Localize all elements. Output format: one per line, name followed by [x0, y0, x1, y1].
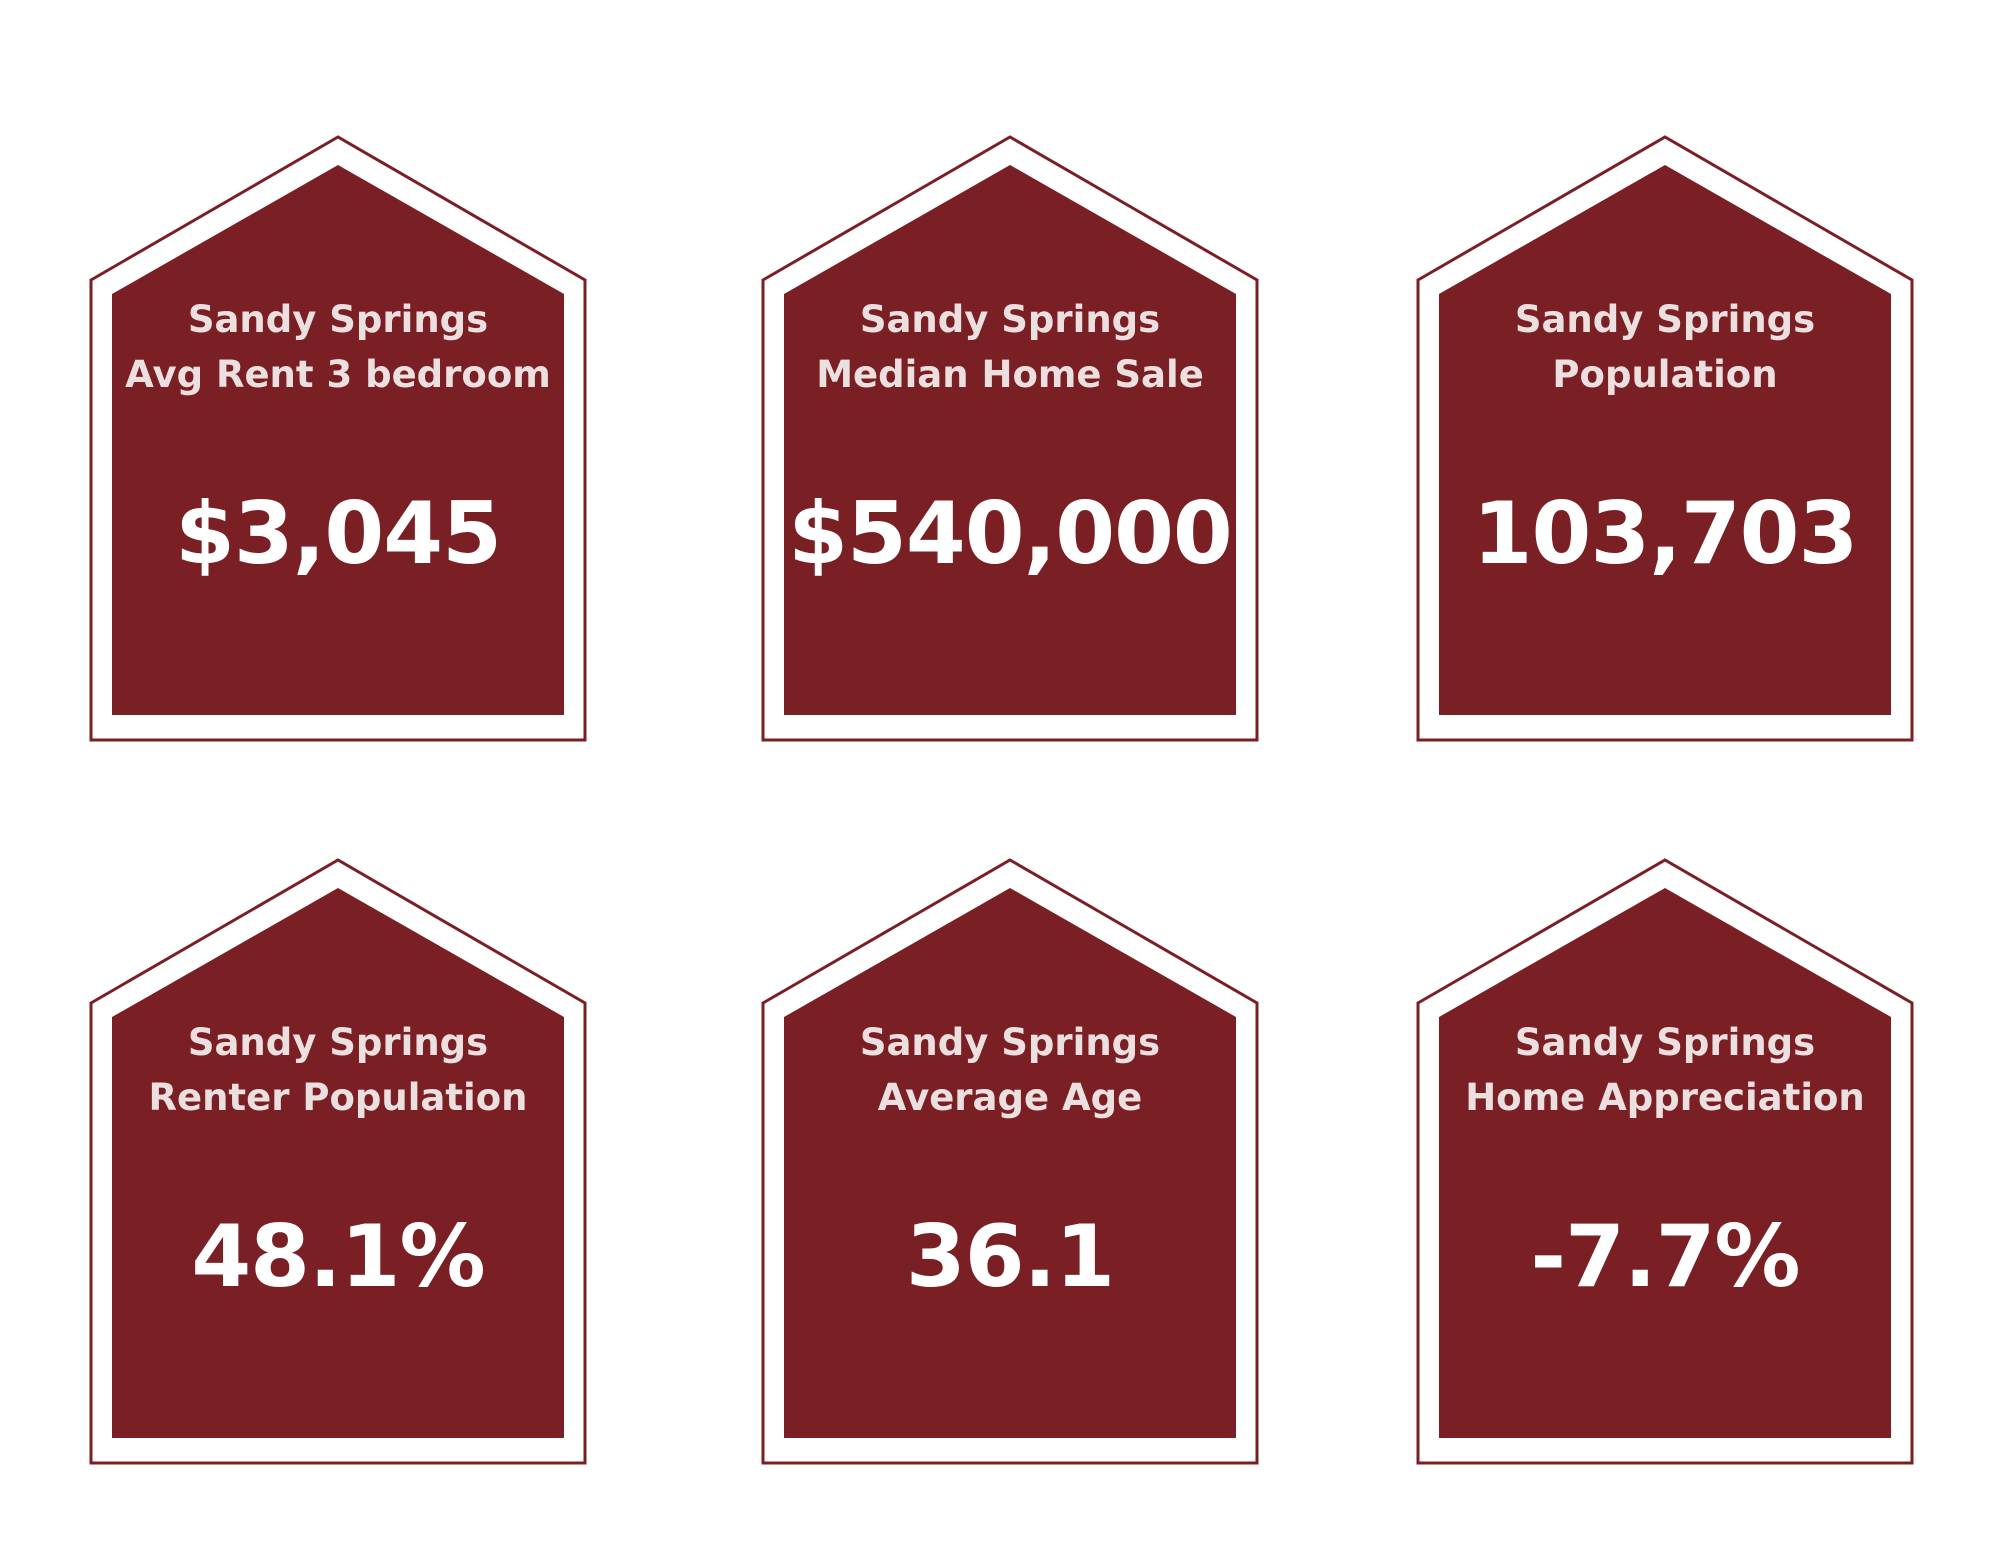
- stat-card-home-appreciation: Sandy Springs Home Appreciation -7.7%: [1415, 857, 1915, 1469]
- house-shape-icon: [1416, 135, 1914, 742]
- card-location: Sandy Springs: [859, 298, 1161, 341]
- house-shape-icon: [1416, 858, 1914, 1465]
- card-title: Sandy Springs Avg Rent 3 bedroom: [108, 292, 568, 402]
- stat-card-average-age: Sandy Springs Average Age 36.1: [760, 857, 1260, 1469]
- card-value: 48.1%: [191, 1207, 485, 1307]
- card-metric: Home Appreciation: [1465, 1076, 1865, 1119]
- card-metric: Avg Rent 3 bedroom: [125, 353, 551, 396]
- card-title: Sandy Springs Home Appreciation: [1435, 1015, 1895, 1125]
- card-value: $3,045: [175, 484, 502, 584]
- house-shape-icon: [89, 858, 587, 1465]
- card-location: Sandy Springs: [187, 298, 489, 341]
- house-shape-icon: [761, 135, 1259, 742]
- card-metric: Average Age: [877, 1076, 1143, 1119]
- card-location: Sandy Springs: [1514, 1021, 1816, 1064]
- stat-card-median-home-sale: Sandy Springs Median Home Sale $540,000: [760, 134, 1260, 746]
- card-location: Sandy Springs: [1514, 298, 1816, 341]
- card-metric: Renter Population: [148, 1076, 528, 1119]
- house-shape-icon: [89, 135, 587, 742]
- card-value: $540,000: [788, 484, 1233, 584]
- card-title: Sandy Springs Renter Population: [108, 1015, 568, 1125]
- card-title: Sandy Springs Average Age: [780, 1015, 1240, 1125]
- stat-card-avg-rent: Sandy Springs Avg Rent 3 bedroom $3,045: [88, 134, 588, 746]
- stat-card-renter-population: Sandy Springs Renter Population 48.1%: [88, 857, 588, 1469]
- card-metric: Median Home Sale: [816, 353, 1204, 396]
- card-metric: Population: [1552, 353, 1778, 396]
- card-title: Sandy Springs Median Home Sale: [780, 292, 1240, 402]
- card-location: Sandy Springs: [187, 1021, 489, 1064]
- stat-card-population: Sandy Springs Population 103,703: [1415, 134, 1915, 746]
- card-title: Sandy Springs Population: [1435, 292, 1895, 402]
- house-shape-icon: [761, 858, 1259, 1465]
- card-value: 36.1: [905, 1207, 1115, 1307]
- card-location: Sandy Springs: [859, 1021, 1161, 1064]
- card-value: -7.7%: [1530, 1207, 1800, 1307]
- card-value: 103,703: [1472, 484, 1859, 584]
